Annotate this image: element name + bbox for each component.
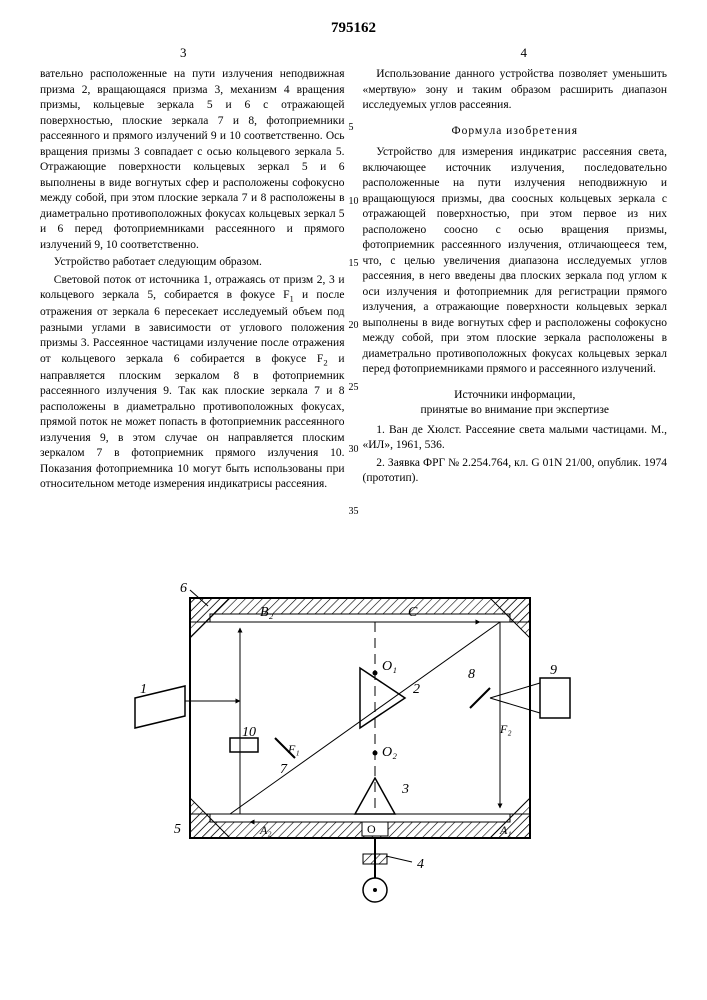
ln-30: 30 [349, 443, 359, 457]
patent-number: 795162 [40, 20, 667, 37]
lbl-9: 9 [550, 663, 557, 678]
sources-title-2: принятые во внимание при экспертизе [421, 404, 610, 416]
lbl-2: 2 [413, 682, 420, 697]
lbl-3: 3 [401, 782, 409, 797]
ln-25: 25 [349, 381, 359, 395]
lbl-7: 7 [280, 762, 288, 777]
sources-title-1: Источники информации, [454, 389, 575, 401]
ln-20: 20 [349, 319, 359, 333]
lbl-A1: A₁ [499, 823, 512, 837]
ln-35: 35 [349, 505, 359, 519]
lbl-O1: O₁ [382, 659, 397, 674]
lbl-F1: F₁ [287, 742, 300, 756]
ln-5: 5 [349, 121, 354, 135]
sources-title: Источники информации, принятые во вниман… [363, 388, 668, 419]
lbl-6: 6 [180, 581, 187, 596]
lbl-10: 10 [242, 725, 256, 740]
right-p2: Устройство для измерения индикатрис расс… [363, 145, 668, 378]
optical-diagram: 1 6 B₂ C O₁ 2 O₂ 10 7 F₁ 3 O 5 A₂ A₁ 4 8… [130, 578, 590, 948]
src2: 2. Заявка ФРГ № 2.254.764, кл. G 01N 21/… [363, 456, 668, 487]
lbl-C: C [408, 605, 418, 620]
left-p2: Устройство работает следующим образом. [40, 255, 345, 271]
lbl-A2: A₂ [259, 823, 272, 837]
lbl-4: 4 [417, 857, 424, 872]
left-p3c: и направляется плоским зеркалом 8 в фото… [40, 353, 345, 491]
lbl-5: 5 [174, 822, 181, 837]
lbl-B2: B₂ [260, 605, 274, 620]
left-p3: Световой поток от источника 1, отражаясь… [40, 273, 345, 493]
lbl-8: 8 [468, 667, 475, 682]
ln-15: 15 [349, 257, 359, 271]
right-column: 5 10 15 20 25 30 35 Использование данног… [363, 67, 668, 495]
lbl-O: O [367, 822, 376, 836]
ln-10: 10 [349, 195, 359, 209]
lbl-1: 1 [140, 682, 147, 697]
lbl-O2: O₂ [382, 745, 397, 760]
formula-title: Формула изобретения [363, 124, 668, 140]
col-num-left: 3 [180, 45, 187, 61]
src1: 1. Ван де Хюлст. Рассеяние света малыми … [363, 423, 668, 454]
left-column: вательно расположенные на пути излучения… [40, 67, 345, 495]
lbl-F2: F₂ [499, 722, 512, 736]
col-num-right: 4 [521, 45, 528, 61]
right-p1: Использование данного устройства позволя… [363, 67, 668, 114]
left-p1: вательно расположенные на пути излучения… [40, 67, 345, 253]
